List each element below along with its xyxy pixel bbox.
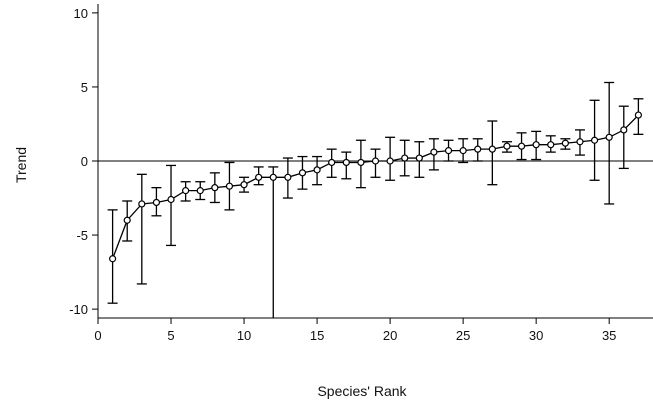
data-point (590, 136, 599, 144)
data-point (152, 198, 161, 207)
data-point (182, 187, 190, 195)
data-point (357, 158, 365, 167)
x-tick-label: 5 (167, 328, 174, 343)
data-point (576, 138, 584, 146)
data-point (240, 181, 248, 189)
data-point (371, 157, 380, 165)
data-point (196, 187, 204, 195)
y-tick-label: 10 (74, 6, 88, 21)
tick-labels: 0 5 10 15 20 25 30 35 10 5 0 -5 -10 (69, 6, 616, 343)
y-axis-title: Trend (13, 147, 29, 183)
x-tick-label: 10 (237, 328, 251, 343)
data-point (517, 142, 526, 150)
data-point (298, 169, 307, 177)
data-point (430, 148, 438, 156)
data-point (386, 157, 394, 165)
x-tick-label: 35 (602, 328, 616, 343)
data-points (109, 111, 642, 263)
data-point (634, 111, 642, 119)
x-tick-label: 0 (94, 328, 101, 343)
series-line (111, 114, 639, 259)
y-tick-label: -5 (76, 228, 88, 243)
data-point (620, 126, 628, 134)
data-point (401, 154, 409, 162)
data-point (561, 139, 569, 147)
data-point (532, 141, 540, 149)
trend-line (111, 114, 639, 259)
data-point (328, 158, 336, 167)
data-point (415, 154, 423, 162)
data-point (488, 145, 496, 153)
data-point (313, 166, 321, 174)
data-point (284, 173, 292, 181)
data-point (269, 173, 277, 181)
data-point (255, 173, 263, 181)
data-point (138, 200, 146, 208)
data-point (109, 255, 117, 263)
data-point (474, 145, 482, 153)
x-tick-label: 30 (529, 328, 543, 343)
data-point (211, 184, 219, 192)
axes (92, 4, 653, 324)
y-tick-label: 0 (81, 154, 88, 169)
x-axis-title: Species' Rank (317, 383, 407, 399)
data-point (342, 158, 350, 167)
data-point (459, 147, 467, 155)
data-point (547, 141, 555, 149)
data-point (444, 147, 453, 155)
data-point (605, 133, 613, 141)
data-point (167, 195, 175, 204)
y-tick-label: -10 (69, 302, 88, 317)
error-bars (107, 81, 644, 318)
x-tick-label: 20 (383, 328, 397, 343)
data-point (225, 182, 234, 190)
data-point (123, 216, 131, 224)
x-tick-label: 15 (310, 328, 324, 343)
y-tick-label: 5 (81, 80, 88, 95)
x-tick-label: 25 (456, 328, 470, 343)
data-point (503, 142, 511, 150)
